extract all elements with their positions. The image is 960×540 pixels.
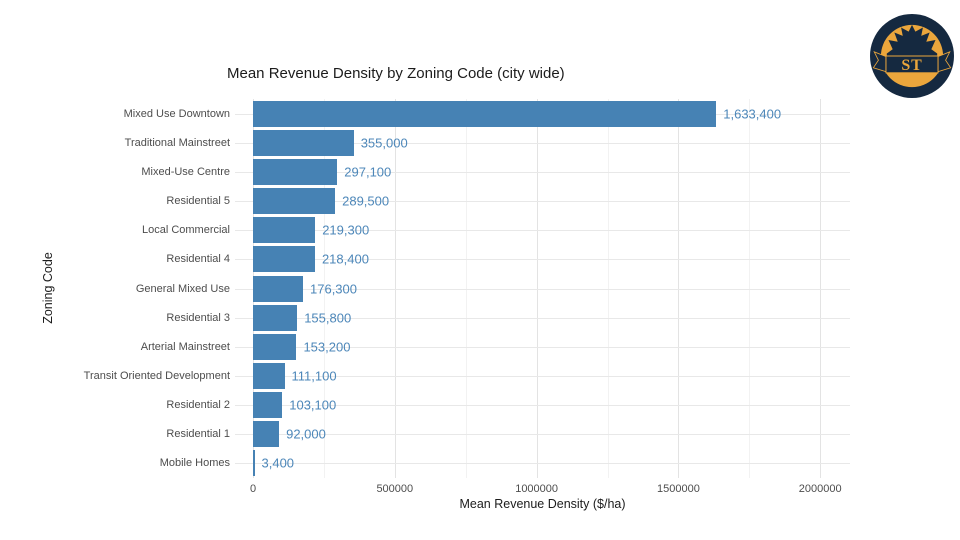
bar: [253, 333, 297, 360]
value-label: 103,100: [289, 397, 337, 413]
gridline-row: [235, 171, 850, 173]
y-category-label: Residential 2: [166, 399, 230, 412]
bar: [253, 129, 354, 156]
y-category-label: General Mixed Use: [135, 282, 230, 295]
logo-ribbon-band: [885, 55, 939, 74]
value-label: 111,100: [291, 368, 337, 384]
value-label: 153,200: [303, 339, 351, 355]
y-category-label: Mixed Use Downtown: [123, 107, 230, 120]
bar: [253, 188, 336, 215]
value-label: 176,300: [310, 281, 357, 296]
y-category-label: Arterial Mainstreet: [140, 340, 230, 353]
x-tick-label: 1000000: [515, 483, 559, 495]
maple-leaf-icon: [886, 24, 938, 58]
y-category-labels: Mixed Use Downtown Traditional Mainstreet…: [0, 99, 230, 478]
y-category-label: Residential 3: [166, 311, 230, 324]
y-category-label: Residential 5: [166, 195, 230, 208]
y-category-label: Residential 4: [166, 253, 230, 266]
gridline-row: [235, 463, 850, 465]
bar: [253, 246, 315, 273]
gridline-row: [235, 317, 850, 319]
bar: [253, 275, 303, 302]
gridline-row: [235, 230, 850, 232]
value-label: 218,400: [321, 251, 369, 267]
value-label: 289,500: [342, 193, 390, 209]
bar: [253, 392, 283, 419]
bar: [253, 304, 298, 331]
gridline-row: [235, 405, 850, 407]
plot-panel: 1,633,400 355,000 297,100 289,500 219,300 218…: [235, 99, 850, 478]
gridline-row: [235, 346, 850, 348]
value-label: 92,000: [286, 426, 326, 442]
y-category-label: Transit Oriented Development: [83, 369, 230, 382]
gridline-row: [235, 288, 850, 290]
y-category-label: Mobile Homes: [159, 457, 230, 470]
value-label: 355,000: [360, 135, 408, 151]
y-category-label: Residential 1: [166, 428, 230, 441]
value-label: 297,100: [344, 164, 392, 180]
value-label: 219,300: [322, 222, 370, 238]
gridline-row: [235, 201, 850, 203]
value-label: 155,800: [304, 310, 352, 326]
x-tick-label: 1500000: [656, 483, 700, 495]
bar: [253, 217, 316, 244]
bar: [253, 100, 717, 127]
bar: [253, 421, 280, 448]
chart-title: Mean Revenue Density by Zoning Code (cit…: [227, 65, 565, 82]
gridline-row: [235, 375, 850, 377]
y-category-label: Mixed-Use Centre: [141, 165, 230, 178]
strong-towns-logo: ST: [870, 14, 954, 98]
y-category-label: Traditional Mainstreet: [124, 136, 230, 149]
value-label: 3,400: [261, 455, 295, 471]
x-tick-label: 500000: [376, 483, 414, 495]
gridline-row: [235, 434, 850, 436]
gridline-row: [235, 259, 850, 261]
bar: [253, 158, 338, 185]
gridline-row: [235, 142, 850, 144]
x-tick-label: 2000000: [798, 483, 842, 495]
y-category-label: Local Commercial: [141, 224, 230, 237]
bar: [253, 362, 285, 389]
x-axis-title: Mean Revenue Density ($/ha): [459, 497, 626, 511]
value-label: 1,633,400: [723, 106, 782, 122]
x-tick-label: 0: [249, 483, 257, 495]
x-tick-labels: 0 500000 1000000 1500000 2000000: [235, 483, 850, 497]
bar: [253, 450, 255, 477]
logo-st-text: ST: [901, 57, 922, 74]
